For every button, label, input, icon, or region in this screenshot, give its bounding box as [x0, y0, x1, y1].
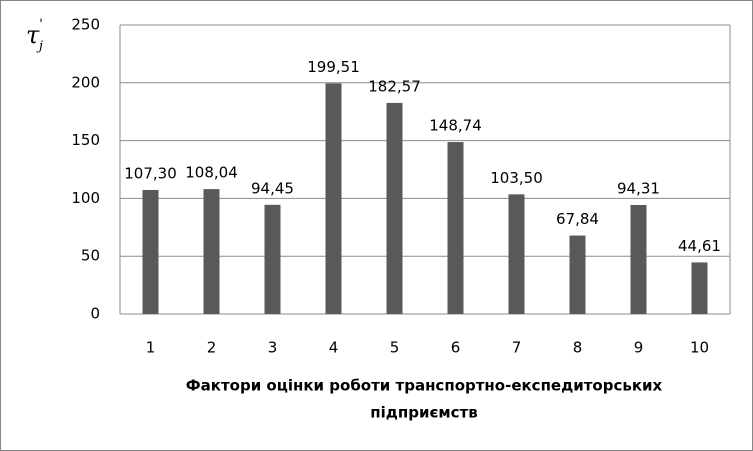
y-tick-label: 250 [71, 16, 100, 34]
bar [569, 235, 586, 314]
value-label: 103,50 [490, 169, 543, 187]
value-label: 148,74 [429, 117, 482, 135]
x-tick-label: 8 [573, 339, 583, 357]
value-label: 94,31 [617, 179, 660, 197]
bar [508, 194, 525, 314]
x-tick-label: 4 [329, 339, 339, 357]
value-label: 107,30 [124, 164, 177, 182]
x-tick-label: 9 [634, 339, 644, 357]
x-tick-label: 7 [512, 339, 522, 357]
y-label-sub: j [36, 39, 43, 54]
value-label: 67,84 [556, 210, 599, 228]
y-tick-label: 200 [71, 73, 100, 91]
bar [386, 102, 403, 314]
bar [264, 204, 281, 314]
x-tick-label: 2 [207, 339, 217, 357]
bar [325, 83, 342, 314]
bar [630, 204, 647, 314]
x-axis-label: підприємств [370, 404, 477, 422]
x-tick-label: 6 [451, 339, 461, 357]
x-axis-label: Фактори оцінки роботи транспортно-експед… [186, 377, 663, 395]
y-tick-label: 50 [81, 247, 100, 265]
bar [447, 142, 464, 314]
y-tick-label: 100 [71, 189, 100, 207]
x-tick-label: 3 [268, 339, 278, 357]
value-label: 44,61 [678, 237, 721, 255]
value-label: 94,45 [251, 179, 294, 197]
y-label-sup: ' [39, 17, 43, 32]
x-tick-label: 1 [146, 339, 156, 357]
bar [142, 189, 159, 314]
bar [203, 189, 220, 314]
y-label-symbol: τ [26, 21, 40, 49]
bar [691, 262, 708, 314]
x-tick-label: 5 [390, 339, 400, 357]
y-tick-label: 150 [71, 131, 100, 149]
y-axis-label: τ' j [26, 17, 43, 54]
x-tick-label: 10 [690, 339, 709, 357]
value-label: 199,51 [307, 58, 360, 76]
value-label: 108,04 [185, 164, 238, 182]
value-label: 182,57 [368, 77, 421, 95]
y-tick-label: 0 [90, 305, 100, 323]
